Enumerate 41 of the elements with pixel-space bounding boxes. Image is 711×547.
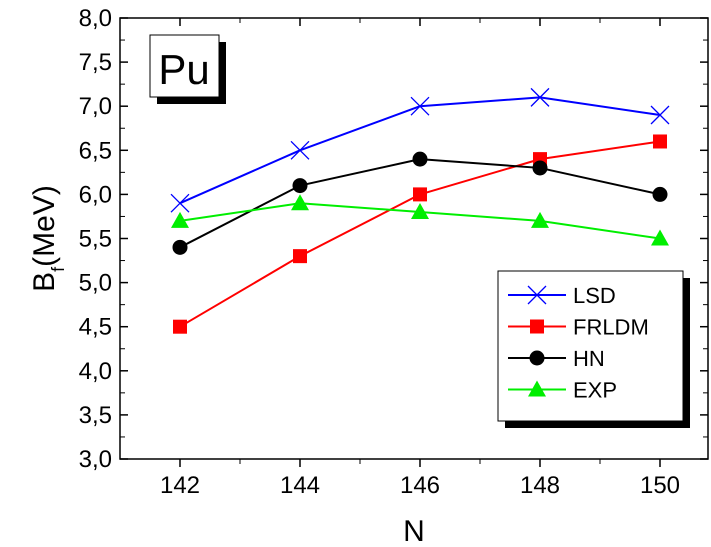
- y-tick-label: 6,0: [78, 181, 112, 208]
- legend-label: HN: [573, 346, 605, 371]
- point: [172, 240, 188, 255]
- x-tick-label: 144: [280, 472, 320, 499]
- point: [651, 230, 669, 246]
- point: [653, 134, 667, 148]
- y-tick-label: 4,0: [78, 358, 112, 385]
- legend-label: FRLDM: [573, 314, 649, 340]
- y-tick-label: 3,5: [78, 402, 112, 429]
- point: [290, 140, 310, 160]
- y-tick-label: 7,5: [78, 49, 112, 76]
- point: [410, 96, 430, 116]
- x-tick-label: 146: [400, 472, 440, 499]
- point: [532, 160, 548, 176]
- point: [413, 187, 427, 202]
- annotation: Pu: [158, 46, 210, 93]
- point: [411, 203, 429, 220]
- point: [652, 186, 668, 202]
- legend-label: EXP: [573, 378, 618, 402]
- y-tick-label: 8,0: [78, 5, 112, 32]
- y-tick-label: 4,5: [78, 314, 112, 341]
- y-tick-label: 6,5: [78, 137, 112, 164]
- point: [171, 212, 189, 228]
- point: [531, 212, 549, 228]
- y-tick-label: 3,0: [78, 446, 112, 473]
- legend-label: LSD: [573, 283, 616, 308]
- point: [292, 178, 308, 194]
- point: [170, 194, 190, 213]
- x-tick-label: 148: [520, 472, 560, 499]
- y-tick-label: 7,0: [78, 93, 112, 120]
- x-tick-label: 142: [160, 472, 200, 499]
- point: [293, 249, 307, 264]
- x-axis-title: N: [403, 515, 425, 547]
- point: [291, 194, 309, 210]
- point: [650, 105, 670, 125]
- point: [173, 320, 187, 334]
- point: [412, 152, 428, 167]
- y-tick-label: 5,5: [78, 226, 112, 252]
- x-tick-label: 150: [640, 472, 680, 499]
- y-tick-label: 5,0: [78, 270, 112, 297]
- point: [530, 88, 550, 108]
